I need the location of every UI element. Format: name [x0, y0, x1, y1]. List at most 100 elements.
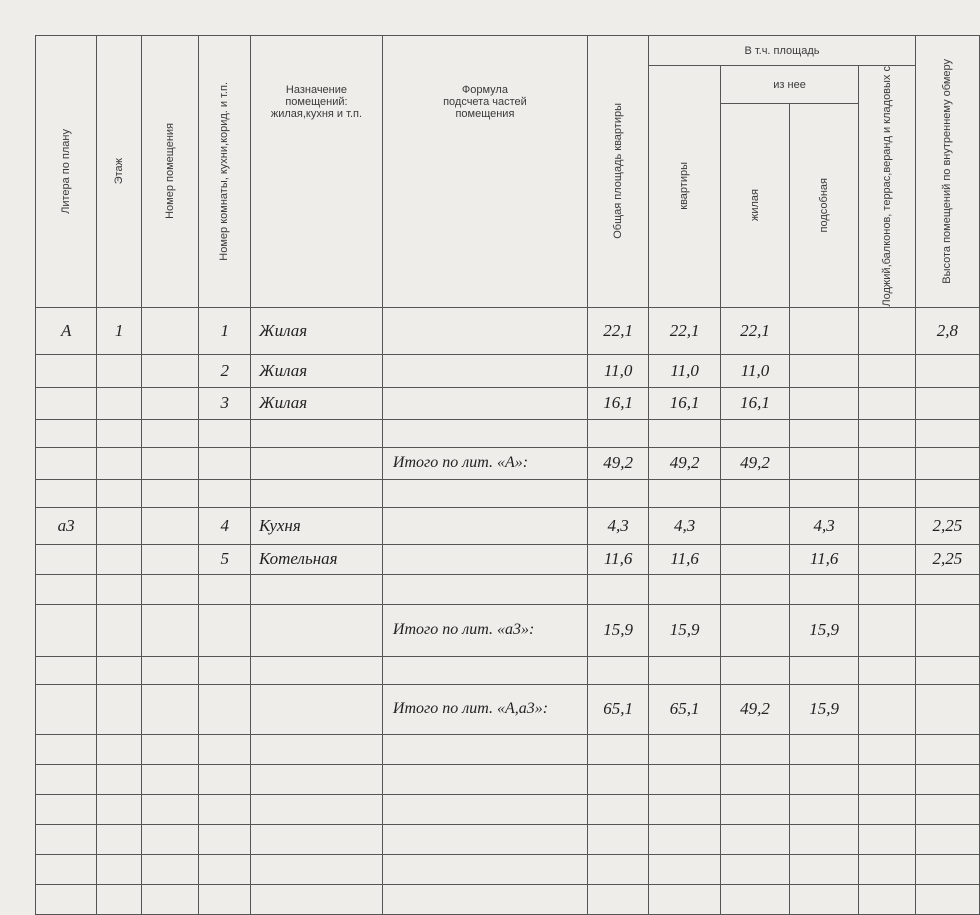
cell-room: 1: [198, 306, 251, 355]
table-row: а3 4 Кухня 4,3 4,3 4,3 2,25: [34, 506, 980, 545]
cell-litera: [34, 573, 98, 605]
cell-apt: [648, 763, 722, 795]
cell-purpose: [250, 573, 383, 605]
cell-aux: [789, 418, 860, 448]
cell-total: 65,1: [586, 683, 650, 735]
cell-floor: [96, 763, 142, 795]
cell-total: [586, 573, 650, 605]
cell-litera: [34, 733, 98, 765]
cell-floor: [96, 793, 142, 825]
cell-living: [720, 763, 791, 795]
cell-prem: [140, 386, 200, 420]
cell-prem: [140, 683, 200, 735]
cell-room: 4: [198, 506, 251, 545]
cell-formula: Итого по лит. «а3»:: [381, 603, 588, 657]
table-row: [34, 733, 980, 765]
cell-living: [720, 733, 791, 765]
cell-floor: [96, 883, 142, 915]
cell-room: [198, 446, 251, 480]
cell-litera: [34, 478, 98, 508]
cell-apt: [648, 573, 722, 605]
cell-loggia: [858, 655, 916, 685]
cell-aux: [789, 733, 860, 765]
cell-floor: [96, 683, 142, 735]
table-row: [34, 418, 980, 448]
cell-apt: [648, 823, 722, 855]
cell-loggia: [858, 883, 916, 915]
cell-formula: [381, 543, 588, 575]
cell-height: [914, 478, 980, 508]
cell-living: [720, 823, 791, 855]
cell-floor: [96, 478, 142, 508]
cell-loggia: [858, 853, 916, 885]
cell-prem: [140, 543, 200, 575]
cell-total: 11,0: [586, 353, 650, 388]
cell-aux: [789, 853, 860, 885]
cell-living: [720, 793, 791, 825]
cell-room: [198, 853, 251, 885]
cell-floor: [96, 853, 142, 885]
cell-room: [198, 733, 251, 765]
cell-living: [720, 418, 791, 448]
cell-apt: [648, 478, 722, 508]
cell-loggia: [858, 683, 916, 735]
cell-living: [720, 573, 791, 605]
header-including-area: В т.ч. площадь: [648, 35, 916, 66]
cell-room: 2: [198, 353, 251, 388]
cell-room: [198, 763, 251, 795]
cell-prem: [140, 853, 200, 885]
cell-purpose: Жилая: [250, 353, 383, 388]
header-living: жилая: [720, 103, 791, 308]
cell-apt: 49,2: [648, 446, 722, 480]
header-auxiliary: подсобная: [789, 103, 860, 308]
cell-room: [198, 655, 251, 685]
table-row: [34, 478, 980, 508]
cell-room: [198, 793, 251, 825]
table-row: А 1 1 Жилая 22,1 22,1 22,1 2,8: [34, 306, 980, 355]
cell-total: 4,3: [586, 506, 650, 545]
cell-floor: [96, 573, 142, 605]
cell-loggia: [858, 418, 916, 448]
header-apartment: квартиры: [648, 65, 722, 308]
cell-living: [720, 478, 791, 508]
cell-height: [914, 683, 980, 735]
cell-living: [720, 853, 791, 885]
cell-formula: [381, 386, 588, 420]
cell-formula: [381, 883, 588, 915]
cell-floor: [96, 386, 142, 420]
table-row: [34, 573, 980, 605]
cell-formula: [381, 793, 588, 825]
table-row: [34, 763, 980, 795]
cell-height: [914, 353, 980, 388]
header-litera: Литера по плану: [34, 35, 98, 308]
cell-apt: 11,0: [648, 353, 722, 388]
area-explication-table: Литера по плану Этаж Номер помещения Ном…: [34, 35, 980, 915]
cell-height: [914, 573, 980, 605]
cell-room: [198, 823, 251, 855]
cell-formula: Итого по лит. «А,а3»:: [381, 683, 588, 735]
cell-litera: [34, 418, 98, 448]
header-loggias: Лоджий,балконов, террас,веранд и кладовы…: [858, 65, 916, 308]
cell-height: [914, 763, 980, 795]
cell-loggia: [858, 793, 916, 825]
cell-room: [198, 603, 251, 657]
cell-loggia: [858, 573, 916, 605]
table-row: 5 Котельная 11,6 11,6 11,6 2,25: [34, 543, 980, 575]
cell-room: 5: [198, 543, 251, 575]
cell-height: [914, 823, 980, 855]
header-purpose: Назначение помещений: жилая,кухня и т.п.: [250, 35, 383, 308]
cell-aux: [789, 573, 860, 605]
table-row: [34, 853, 980, 885]
header-premises-number: Номер помещения: [140, 35, 200, 308]
cell-litera: [34, 823, 98, 855]
cell-loggia: [858, 823, 916, 855]
cell-aux: [789, 478, 860, 508]
cell-total: [586, 793, 650, 825]
cell-purpose: Жилая: [250, 386, 383, 420]
cell-prem: [140, 733, 200, 765]
cell-apt: [648, 655, 722, 685]
cell-living: [720, 603, 791, 657]
cell-height: [914, 603, 980, 657]
cell-formula: [381, 763, 588, 795]
cell-apt: [648, 733, 722, 765]
